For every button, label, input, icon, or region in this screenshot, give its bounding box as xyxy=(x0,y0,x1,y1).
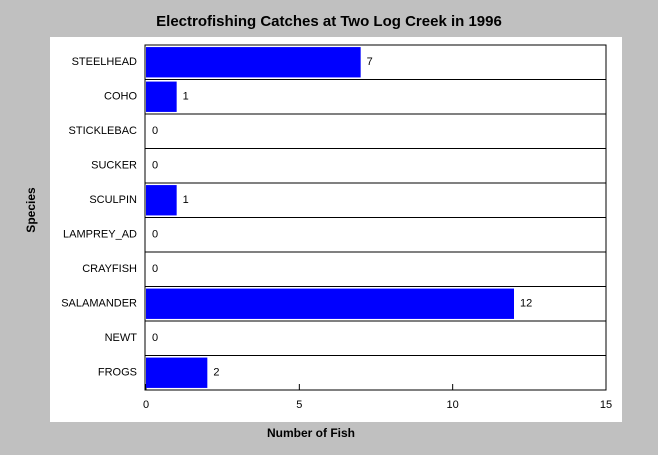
bar xyxy=(146,81,177,112)
data-label: 1 xyxy=(183,194,189,206)
data-label: 0 xyxy=(152,160,158,172)
bar xyxy=(146,357,208,388)
data-label: 0 xyxy=(152,125,158,137)
data-label: 0 xyxy=(152,332,158,344)
x-axis-label: Number of Fish xyxy=(267,426,355,440)
chart-title: Electrofishing Catches at Two Log Creek … xyxy=(156,13,502,30)
y-tick-label: CRAYFISH xyxy=(82,263,137,275)
x-tick-label: 5 xyxy=(296,399,302,411)
bar xyxy=(146,288,514,319)
data-label: 7 xyxy=(367,56,373,68)
y-tick-label: LAMPREY_AD xyxy=(63,229,137,241)
y-axis-label: Species xyxy=(24,187,38,233)
data-label: 1 xyxy=(183,91,189,103)
data-label: 0 xyxy=(152,263,158,275)
y-tick-label: FROGS xyxy=(98,367,137,379)
x-tick-label: 10 xyxy=(447,399,459,411)
y-tick-label: SCULPIN xyxy=(89,194,137,206)
y-tick-label: SUCKER xyxy=(91,160,137,172)
y-tick-label: SALAMANDER xyxy=(61,298,137,310)
x-tick-label: 15 xyxy=(600,399,612,411)
y-tick-label: COHO xyxy=(104,91,137,103)
data-label: 12 xyxy=(520,298,532,310)
data-label: 0 xyxy=(152,229,158,241)
y-tick-label: STEELHEAD xyxy=(72,56,137,68)
bar xyxy=(146,47,361,78)
bar xyxy=(146,185,177,216)
data-label: 2 xyxy=(213,367,219,379)
y-tick-label: NEWT xyxy=(105,332,138,344)
x-tick-label: 0 xyxy=(143,399,149,411)
y-tick-label: STICKLEBAC xyxy=(69,125,138,137)
